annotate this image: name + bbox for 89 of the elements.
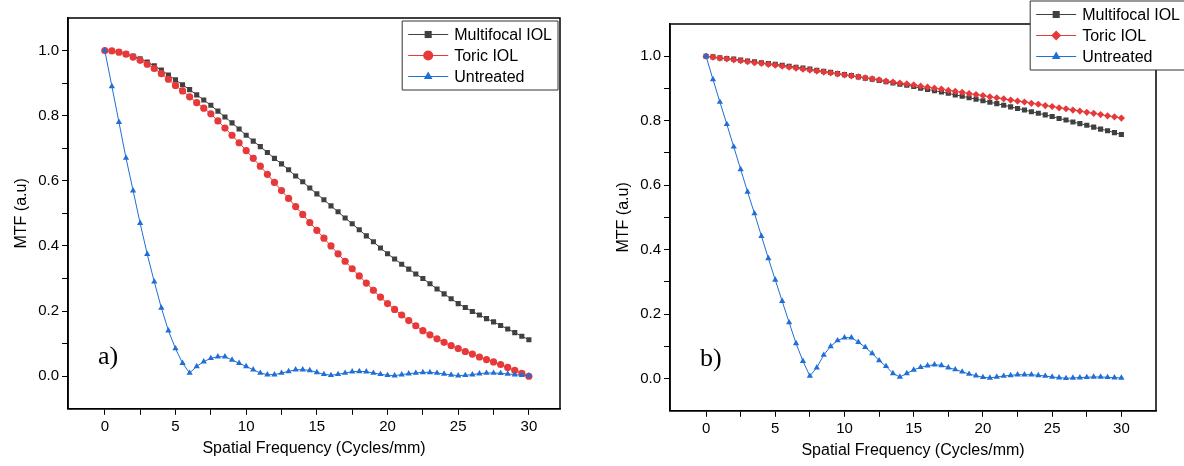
point bbox=[483, 316, 490, 322]
x-tick-label: 30 bbox=[1113, 418, 1130, 436]
point bbox=[257, 144, 263, 150]
point bbox=[271, 155, 277, 161]
x-tick-label: 15 bbox=[308, 416, 326, 434]
legend-label: Toric IOL bbox=[454, 46, 519, 64]
point bbox=[519, 333, 525, 339]
point bbox=[222, 114, 228, 120]
point bbox=[286, 167, 292, 173]
x-axis-title: Spatial Frequency (Cycles/mm) bbox=[202, 438, 426, 456]
point bbox=[498, 322, 504, 328]
y-axis-title: MTF (a.u) bbox=[12, 178, 30, 249]
point bbox=[420, 275, 426, 282]
point bbox=[441, 291, 447, 297]
annotation: b) bbox=[700, 342, 722, 372]
point bbox=[455, 301, 461, 307]
point bbox=[335, 209, 341, 215]
y-tick-label: 0.6 bbox=[38, 170, 60, 188]
y-tick-label: 0.0 bbox=[38, 366, 60, 384]
point bbox=[505, 326, 511, 332]
x-tick-label: 25 bbox=[1043, 418, 1061, 436]
point bbox=[342, 215, 348, 221]
legend-label: Untreated bbox=[454, 67, 525, 85]
y-tick-label: 0.6 bbox=[640, 175, 662, 193]
point bbox=[427, 281, 433, 287]
y-tick-label: 0.2 bbox=[640, 304, 662, 322]
point bbox=[349, 221, 355, 227]
point bbox=[278, 161, 285, 167]
point bbox=[321, 197, 327, 203]
point bbox=[243, 132, 249, 138]
point bbox=[264, 149, 270, 156]
point bbox=[187, 87, 193, 93]
legend-label: Untreated bbox=[1082, 47, 1153, 65]
x-tick-label: 10 bbox=[836, 418, 853, 436]
point bbox=[201, 97, 207, 103]
y-tick-label: 0.0 bbox=[640, 368, 662, 386]
point bbox=[370, 239, 376, 245]
x-tick-label: 25 bbox=[449, 416, 467, 434]
point bbox=[180, 82, 186, 88]
point bbox=[250, 138, 256, 144]
point bbox=[384, 251, 391, 257]
x-tick-label: 5 bbox=[171, 416, 180, 434]
annotation: a) bbox=[98, 340, 119, 370]
y-tick-label: 0.8 bbox=[38, 105, 60, 123]
legend-label: Toric IOL bbox=[1082, 26, 1147, 44]
point bbox=[413, 271, 419, 277]
y-tick-label: 0.4 bbox=[640, 239, 662, 257]
y-axis-title: MTF (a.u) bbox=[614, 182, 632, 253]
x-axis-title: Spatial Frequency (Cycles/mm) bbox=[801, 440, 1025, 458]
x-tick-label: 30 bbox=[520, 416, 538, 434]
point bbox=[491, 319, 497, 325]
x-tick-label: 5 bbox=[771, 418, 780, 436]
x-tick-label: 0 bbox=[701, 418, 711, 436]
x-tick-label: 15 bbox=[905, 418, 923, 436]
point bbox=[293, 173, 299, 179]
x-tick-label: 10 bbox=[237, 416, 255, 434]
point bbox=[377, 245, 384, 251]
point bbox=[208, 102, 214, 108]
point bbox=[462, 304, 468, 311]
point bbox=[406, 266, 412, 272]
point bbox=[434, 286, 440, 292]
x-tick-label: 20 bbox=[379, 416, 396, 434]
point bbox=[448, 296, 454, 302]
point bbox=[526, 337, 532, 343]
point bbox=[194, 92, 200, 98]
point bbox=[356, 227, 362, 233]
point bbox=[328, 203, 334, 209]
point bbox=[307, 185, 313, 191]
y-tick-label: 1.0 bbox=[640, 46, 662, 64]
point bbox=[512, 330, 518, 336]
point bbox=[300, 179, 306, 185]
point bbox=[314, 191, 320, 197]
point bbox=[215, 108, 221, 114]
point bbox=[399, 261, 405, 267]
legend-label: Multifocal IOL bbox=[454, 25, 553, 43]
legend-label: Multifocal IOL bbox=[1082, 5, 1181, 23]
y-tick-label: 1.0 bbox=[38, 40, 60, 58]
point bbox=[392, 256, 398, 262]
point bbox=[172, 77, 179, 83]
y-tick-label: 0.8 bbox=[640, 110, 662, 128]
point bbox=[476, 312, 482, 318]
point bbox=[236, 126, 242, 132]
x-tick-label: 20 bbox=[974, 418, 992, 436]
point bbox=[363, 233, 369, 239]
point bbox=[229, 120, 235, 126]
x-tick-label: 0 bbox=[100, 416, 109, 434]
y-tick-label: 0.2 bbox=[38, 301, 60, 319]
point bbox=[469, 308, 475, 314]
y-tick-label: 0.4 bbox=[38, 236, 60, 254]
